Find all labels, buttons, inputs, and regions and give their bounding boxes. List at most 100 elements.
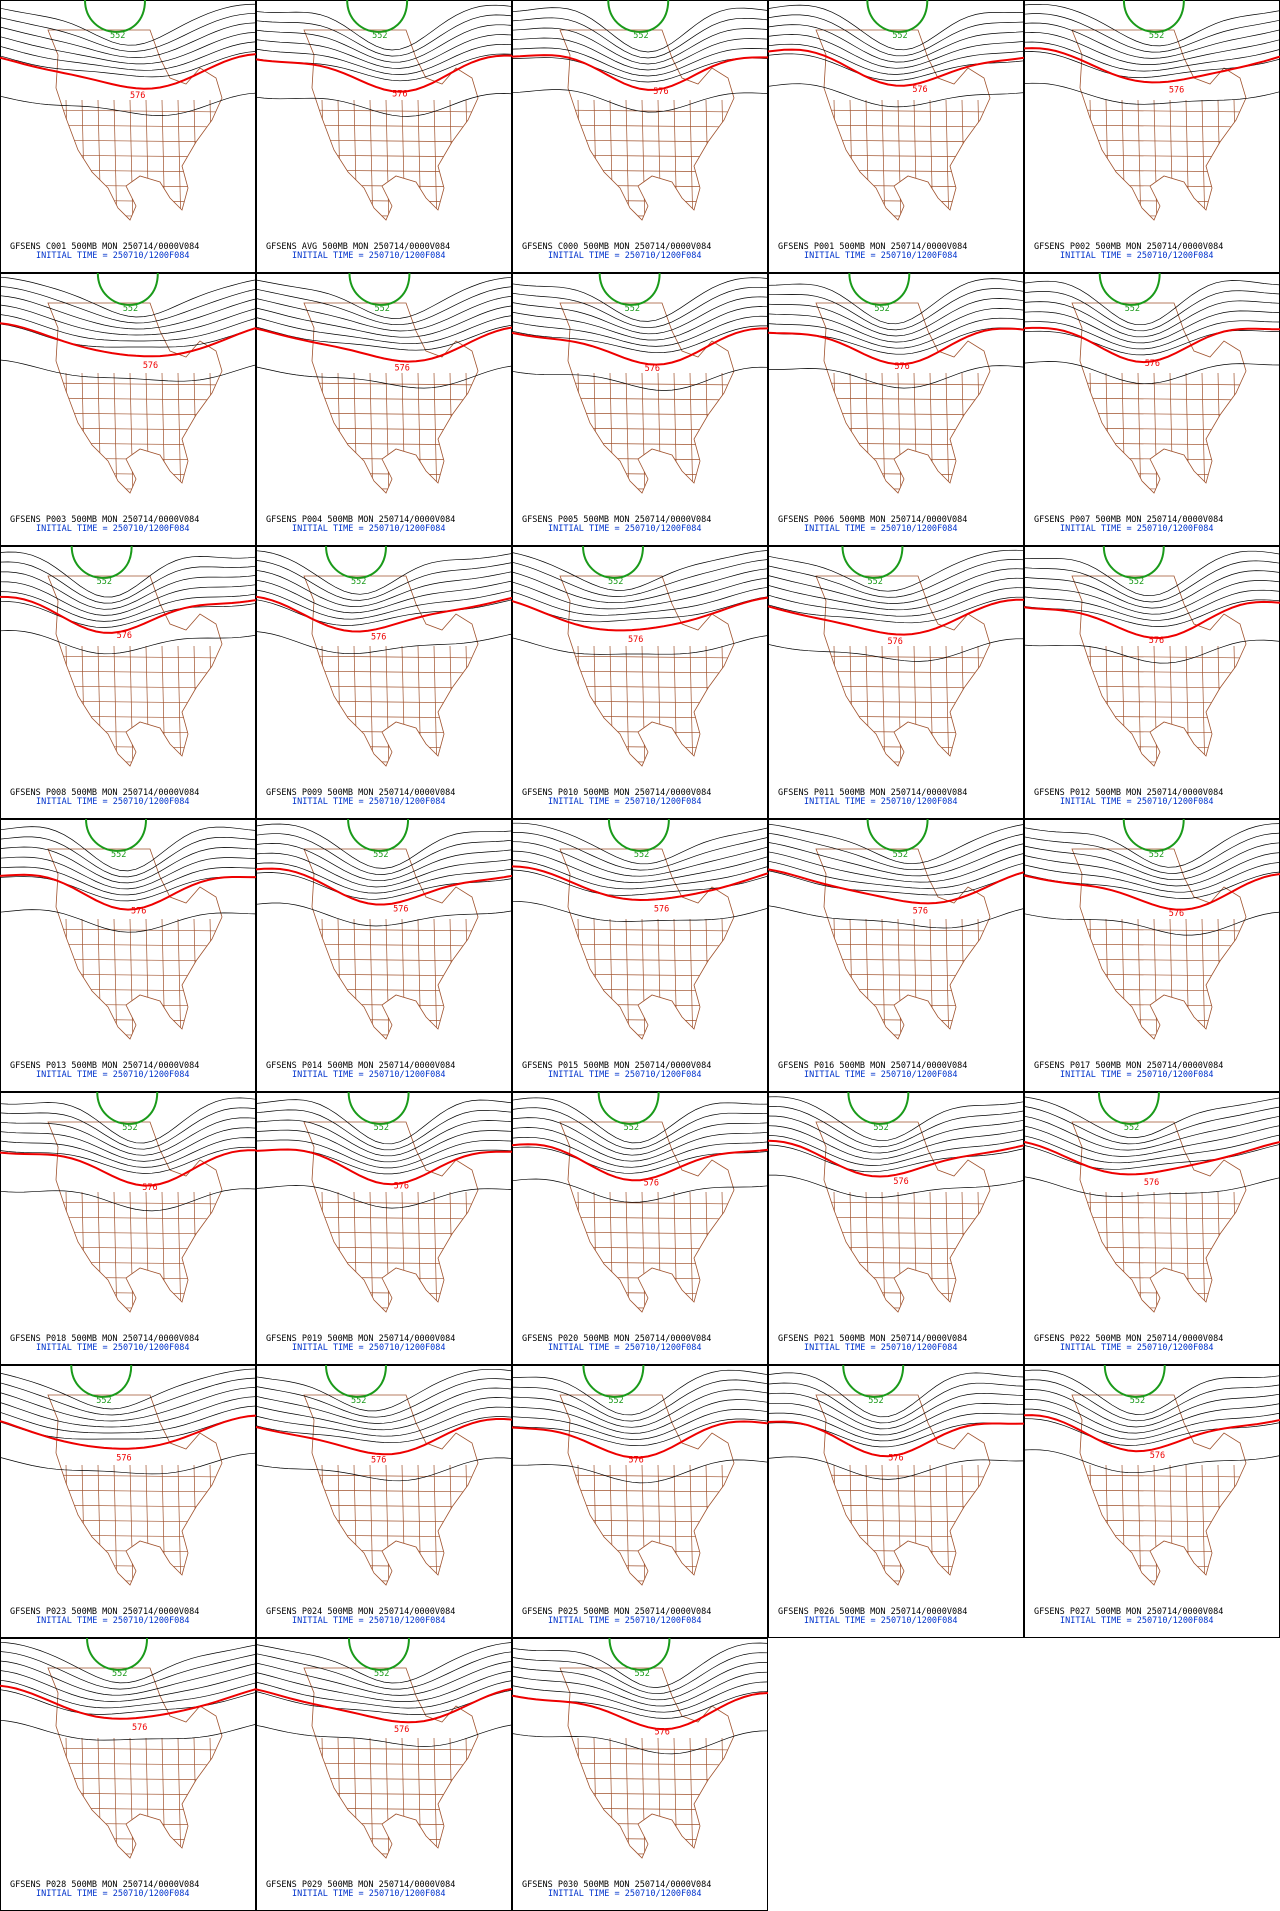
- height-contour: [511, 1127, 769, 1162]
- height-contour: [767, 4, 1025, 51]
- height-contour: [0, 41, 257, 71]
- height-contour: [1023, 570, 1280, 609]
- height-contour: [767, 905, 1025, 929]
- coastline: [559, 29, 735, 221]
- state-line: [560, 382, 734, 386]
- state-line: [304, 928, 478, 932]
- height-contour: [1023, 300, 1280, 338]
- initial-time: INITIAL TIME = 250710/1200F084: [804, 797, 958, 807]
- state-line: [560, 109, 734, 113]
- map-panel: 552 576 GFSENS P010 500MB MON 250714/0000V…: [511, 545, 769, 819]
- contour-576: [767, 868, 1025, 905]
- height-contour: [255, 1119, 513, 1157]
- height-contour: [255, 295, 513, 332]
- height-contour: [511, 1369, 769, 1416]
- state-line: [48, 1201, 222, 1205]
- map-panel: 552 576 GFSENS C000 500MB MON 250714/0000V…: [511, 0, 769, 273]
- map-panel: 552 576 GFSENS P029 500MB MON 250714/0000V…: [255, 1637, 513, 1911]
- height-contour: [511, 1107, 769, 1150]
- panel-border: [768, 546, 1024, 819]
- height-contour: [1023, 589, 1280, 621]
- height-contour: [511, 1178, 769, 1203]
- state-line: [816, 382, 990, 386]
- height-contour: [0, 1137, 257, 1168]
- initial-time: INITIAL TIME = 250710/1200F084: [36, 1889, 190, 1899]
- panel-border: [256, 819, 512, 1092]
- state-line: [816, 1474, 990, 1478]
- height-contour: [0, 1386, 257, 1422]
- height-contour: [511, 1730, 769, 1755]
- height-contour: [1023, 1134, 1280, 1164]
- height-contour: [511, 550, 769, 591]
- map-panel: 552 576 GFSENS P018 500MB MON 250714/0000V…: [0, 1091, 257, 1365]
- state-line: [816, 928, 990, 932]
- panel-title: GFSENS P026 500MB MON 250714/0000V084: [778, 1607, 967, 1617]
- height-contour: [1023, 639, 1280, 664]
- panel-title: GFSENS P004 500MB MON 250714/0000V084: [266, 515, 455, 525]
- contour-label: 552: [873, 1123, 888, 1133]
- contour-label: 576: [392, 90, 407, 100]
- state-line: [560, 124, 734, 128]
- state-line: [48, 397, 222, 401]
- panel-border: [1024, 1092, 1280, 1365]
- height-contour: [767, 24, 1025, 63]
- height-contour: [767, 568, 1025, 604]
- panel-title: GFSENS P002 500MB MON 250714/0000V084: [1034, 242, 1223, 252]
- height-contour: [0, 866, 257, 896]
- panel-title: GFSENS P029 500MB MON 250714/0000V084: [266, 1880, 455, 1890]
- initial-time: INITIAL TIME = 250710/1200F084: [36, 797, 190, 807]
- contour-label: 552: [374, 1669, 389, 1679]
- height-contour: [511, 1117, 769, 1156]
- state-line: [560, 1762, 734, 1766]
- panel-border: [256, 1092, 512, 1365]
- contour-552: [348, 272, 411, 306]
- state-line: [385, 372, 390, 493]
- contour-552: [96, 272, 159, 306]
- coastline: [1071, 575, 1247, 767]
- state-line: [304, 1489, 478, 1493]
- height-contour: [511, 7, 769, 53]
- height-contour: [767, 842, 1025, 877]
- state-line: [641, 918, 646, 1039]
- contour-label: 576: [394, 1725, 409, 1735]
- state-line: [48, 655, 222, 659]
- panel-border: [256, 546, 512, 819]
- state-line: [1072, 397, 1246, 401]
- contour-576: [1023, 47, 1280, 84]
- height-contour: [767, 14, 1025, 57]
- height-contour: [1023, 1096, 1280, 1138]
- state-line: [897, 918, 902, 1039]
- contour-552: [325, 1364, 388, 1398]
- height-contour: [767, 1096, 1025, 1142]
- coastline: [1071, 1394, 1247, 1586]
- state-line: [816, 655, 990, 659]
- contour-label: 576: [1169, 86, 1184, 96]
- coastline: [303, 1121, 479, 1313]
- contour-label: 576: [912, 85, 927, 95]
- coastline: [559, 1394, 735, 1586]
- height-contour: [0, 1641, 257, 1684]
- height-contour: [255, 1378, 513, 1418]
- contour-576: [0, 1414, 257, 1450]
- contour-label: 552: [625, 304, 640, 314]
- height-contour: [1023, 1176, 1280, 1197]
- contour-label: 576: [371, 1456, 386, 1466]
- height-contour: [0, 1651, 257, 1690]
- contour-label: 576: [644, 1179, 659, 1189]
- height-contour: [511, 89, 769, 113]
- height-contour: [767, 298, 1025, 337]
- height-contour: [511, 596, 769, 623]
- panel-border: [256, 1638, 512, 1911]
- state-line: [129, 99, 134, 220]
- height-contour: [255, 14, 513, 57]
- height-contour: [255, 550, 513, 595]
- contour-label: 552: [351, 577, 366, 587]
- initial-time: INITIAL TIME = 250710/1200F084: [1060, 1343, 1214, 1353]
- initial-time: INITIAL TIME = 250710/1200F084: [292, 524, 446, 534]
- state-line: [48, 1489, 222, 1493]
- initial-time: INITIAL TIME = 250710/1200F084: [292, 1070, 446, 1080]
- contour-552: [96, 1091, 159, 1125]
- height-contour: [255, 1670, 513, 1702]
- map-panel: 552 576 GFSENS P023 500MB MON 250714/0000V…: [0, 1364, 257, 1638]
